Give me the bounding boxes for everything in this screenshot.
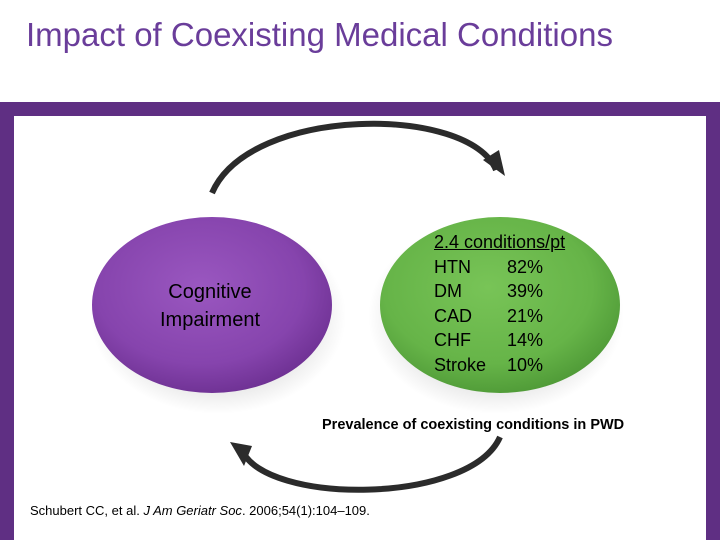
condition-value: 21% <box>507 305 544 326</box>
condition-value: 39% <box>507 281 544 301</box>
cognitive-label-line1: Cognitive <box>168 281 252 303</box>
condition-name: HTN <box>434 256 471 277</box>
citation-details: . 2006;54(1):104–109. <box>241 503 370 518</box>
condition-row: CHF 14% <box>434 328 565 353</box>
condition-row: CAD 21% <box>434 304 565 329</box>
condition-value: 14% <box>507 330 544 350</box>
cognitive-label-line2: Impairment <box>159 309 261 331</box>
conditions-list: 2.4 conditions/pt HTN 82% DM 39% CAD 21%… <box>434 230 565 377</box>
bottom-cycle-arrow <box>239 435 503 493</box>
conditions-heading: 2.4 conditions/pt <box>434 232 566 252</box>
condition-value: 82% <box>507 256 544 277</box>
condition-value: 10% <box>507 354 544 375</box>
slide-title: Impact of Coexisting Medical Conditions <box>26 16 613 53</box>
medical-conditions-circle <box>380 217 620 393</box>
condition-name: CAD <box>434 305 473 326</box>
cognitive-impairment-label: Cognitive Impairment <box>130 278 290 334</box>
citation-authors: Schubert CC, et al. <box>30 503 144 518</box>
bottom-arrowhead-icon <box>230 442 252 466</box>
condition-name: DM <box>434 281 462 301</box>
condition-row: HTN 82% <box>434 255 565 280</box>
citation-journal: J Am Geriatr Soc <box>143 503 242 518</box>
top-cycle-arrow <box>209 120 499 195</box>
cognitive-impairment-circle <box>92 217 332 393</box>
citation: Schubert CC, et al. J Am Geriatr Soc. 20… <box>30 503 370 518</box>
condition-name: Stroke <box>434 354 487 375</box>
condition-row: Stroke 10% <box>434 353 565 378</box>
diagram-caption: Prevalence of coexisting conditions in P… <box>322 417 625 433</box>
condition-name: CHF <box>434 330 471 350</box>
condition-row: DM 39% <box>434 279 565 304</box>
top-arrowhead-icon <box>483 150 505 176</box>
